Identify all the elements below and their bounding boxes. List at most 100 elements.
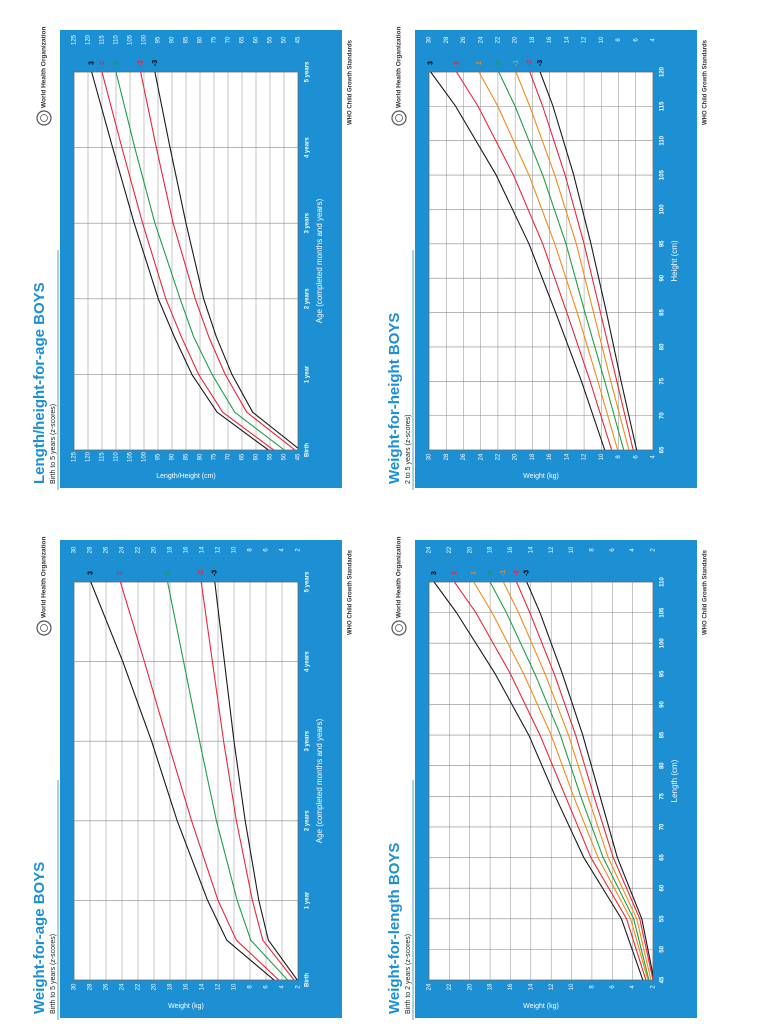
x-tick-label: 120 <box>660 66 666 77</box>
y-tick-label: 30 <box>72 983 78 990</box>
y-tick-label: 12 <box>549 983 555 990</box>
y-tick-label: 18 <box>488 983 494 990</box>
logo-emblem <box>391 110 407 126</box>
z-score-label: 2 <box>117 571 124 575</box>
logo-emblem <box>36 110 52 126</box>
z-score-curve <box>200 582 295 980</box>
y-tick-label-right: 16 <box>184 546 190 553</box>
y-axis-label: Weight (kg) <box>523 1003 559 1010</box>
y-tick-label: 16 <box>184 983 190 990</box>
y-tick-label-right: 24 <box>427 546 433 553</box>
z-score-label: -1 <box>500 570 507 576</box>
y-tick-label: 26 <box>461 453 467 460</box>
x-tick-label: 110 <box>660 577 666 587</box>
z-score-label: 2 <box>453 61 460 65</box>
chart-title: Weight-for-age BOYS <box>31 862 48 1014</box>
z-score-curve <box>101 72 274 450</box>
y-tick-label: 70 <box>226 453 232 460</box>
x-axis-label: Age (completed months and years) <box>315 718 324 843</box>
y-tick-label-right: 6 <box>610 548 616 552</box>
y-tick-label: 18 <box>168 983 174 990</box>
y-tick-label: 125 <box>72 451 78 462</box>
y-tick-label: 12 <box>216 983 222 990</box>
y-tick-label: 105 <box>128 451 134 462</box>
y-tick-label: 20 <box>467 983 473 990</box>
y-tick-label-right: 95 <box>156 36 162 43</box>
y-tick-label: 4 <box>630 985 636 989</box>
x-tick-label: 4 years <box>305 137 311 158</box>
y-axis-label: Weight (kg) <box>168 1003 204 1010</box>
y-tick-label: 2 <box>651 985 657 989</box>
y-tick-label: 10 <box>232 983 238 990</box>
y-tick-label: 6 <box>633 455 639 459</box>
x-tick-label: 65 <box>660 854 666 861</box>
chart-subtitle: Birth to 5 years (z-scores) <box>50 934 57 1014</box>
y-tick-label-right: 24 <box>478 36 484 43</box>
footer: WHO Child Growth Standards <box>348 549 354 635</box>
z-score-label: -3 <box>212 570 219 576</box>
y-tick-label: 14 <box>200 983 206 990</box>
y-tick-label: 2 <box>296 985 302 989</box>
y-tick-label: 22 <box>447 983 453 990</box>
y-tick-label-right: 18 <box>488 546 494 553</box>
x-tick-label: 115 <box>660 101 666 111</box>
logo-globe <box>40 624 48 632</box>
logo-globe <box>395 114 403 122</box>
chart-title: Weight-for-height BOYS <box>386 313 403 484</box>
curves <box>433 582 653 980</box>
z-score-label: -2 <box>527 60 534 66</box>
z-score-label: 0 <box>487 571 494 575</box>
logo-text: World Health Organization <box>396 26 403 108</box>
y-tick-label: 16 <box>547 453 553 460</box>
x-tick-label: Birth <box>305 443 311 457</box>
logo-globe <box>40 114 48 122</box>
y-tick-label: 4 <box>651 455 657 459</box>
y-tick-label: 115 <box>100 452 106 462</box>
y-tick-label-right: 65 <box>240 36 246 43</box>
y-tick-label-right: 90 <box>170 36 176 43</box>
logo-text: World Health Organization <box>41 26 48 108</box>
x-tick-label: 5 years <box>305 61 311 82</box>
y-tick-label: 8 <box>616 455 622 459</box>
x-axis-label: Age (completed months and years) <box>315 198 324 323</box>
x-tick-label: Birth <box>305 973 311 987</box>
z-score-curve <box>167 582 289 980</box>
x-tick-label: 3 years <box>305 730 311 751</box>
x-axis-label: Height (cm) <box>670 240 679 282</box>
y-tick-label-right: 14 <box>564 36 570 43</box>
y-tick-label-right: 10 <box>599 36 605 43</box>
x-tick-label: 75 <box>660 377 666 384</box>
y-tick-label: 20 <box>513 453 519 460</box>
y-tick-label-right: 20 <box>152 546 158 553</box>
chart-subtitle: Birth to 5 years (z-scores) <box>50 404 57 484</box>
y-tick-label-right: 4 <box>651 38 657 42</box>
z-score-label: 3 <box>88 61 95 65</box>
z-score-curve <box>515 72 630 450</box>
y-tick-label: 24 <box>427 983 433 990</box>
z-score-label: 1 <box>471 571 478 575</box>
y-tick-label: 50 <box>282 453 288 460</box>
chart-panel: Weight-for-age BOYS Birth to 5 years (z-s… <box>31 536 354 1020</box>
x-tick-label: 90 <box>660 274 666 281</box>
y-tick-label-right: 4 <box>280 548 286 552</box>
y-tick-label: 22 <box>136 983 142 990</box>
logo-emblem <box>36 620 52 636</box>
y-tick-label: 6 <box>610 985 616 989</box>
y-tick-label-right: 26 <box>104 546 110 553</box>
y-tick-label: 14 <box>564 453 570 460</box>
y-tick-label-right: 24 <box>120 546 126 553</box>
z-score-curve <box>90 582 275 980</box>
z-score-label: 3 <box>428 61 435 65</box>
y-tick-label: 8 <box>589 985 595 989</box>
y-tick-label-right: 16 <box>508 546 514 553</box>
z-score-curve <box>516 582 653 980</box>
y-tick-label-right: 30 <box>72 546 78 553</box>
z-score-curve <box>473 582 649 980</box>
x-tick-label: 4 years <box>305 651 311 672</box>
x-tick-label: 100 <box>660 204 666 215</box>
y-tick-label-right: 28 <box>444 36 450 43</box>
y-tick-label-right: 115 <box>100 35 106 45</box>
x-tick-label: 100 <box>660 638 666 649</box>
y-tick-label: 110 <box>114 452 120 462</box>
y-tick-label-right: 75 <box>212 36 218 43</box>
